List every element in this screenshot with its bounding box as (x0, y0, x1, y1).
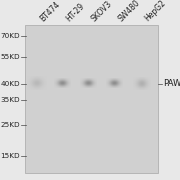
Text: 55KD: 55KD (0, 54, 20, 60)
Text: 25KD: 25KD (0, 122, 20, 128)
Text: 70KD: 70KD (0, 33, 20, 39)
Text: 15KD: 15KD (0, 153, 20, 159)
Bar (25, 25, 158, 173)
Text: PAWR: PAWR (163, 79, 180, 88)
Text: BT474: BT474 (39, 0, 62, 23)
Text: SW480: SW480 (116, 0, 141, 23)
Text: 35KD: 35KD (0, 97, 20, 103)
Text: 40KD: 40KD (0, 81, 20, 87)
Text: HepG2: HepG2 (143, 0, 168, 23)
Text: HT-29: HT-29 (64, 1, 86, 23)
Text: SKOV3: SKOV3 (90, 0, 114, 23)
